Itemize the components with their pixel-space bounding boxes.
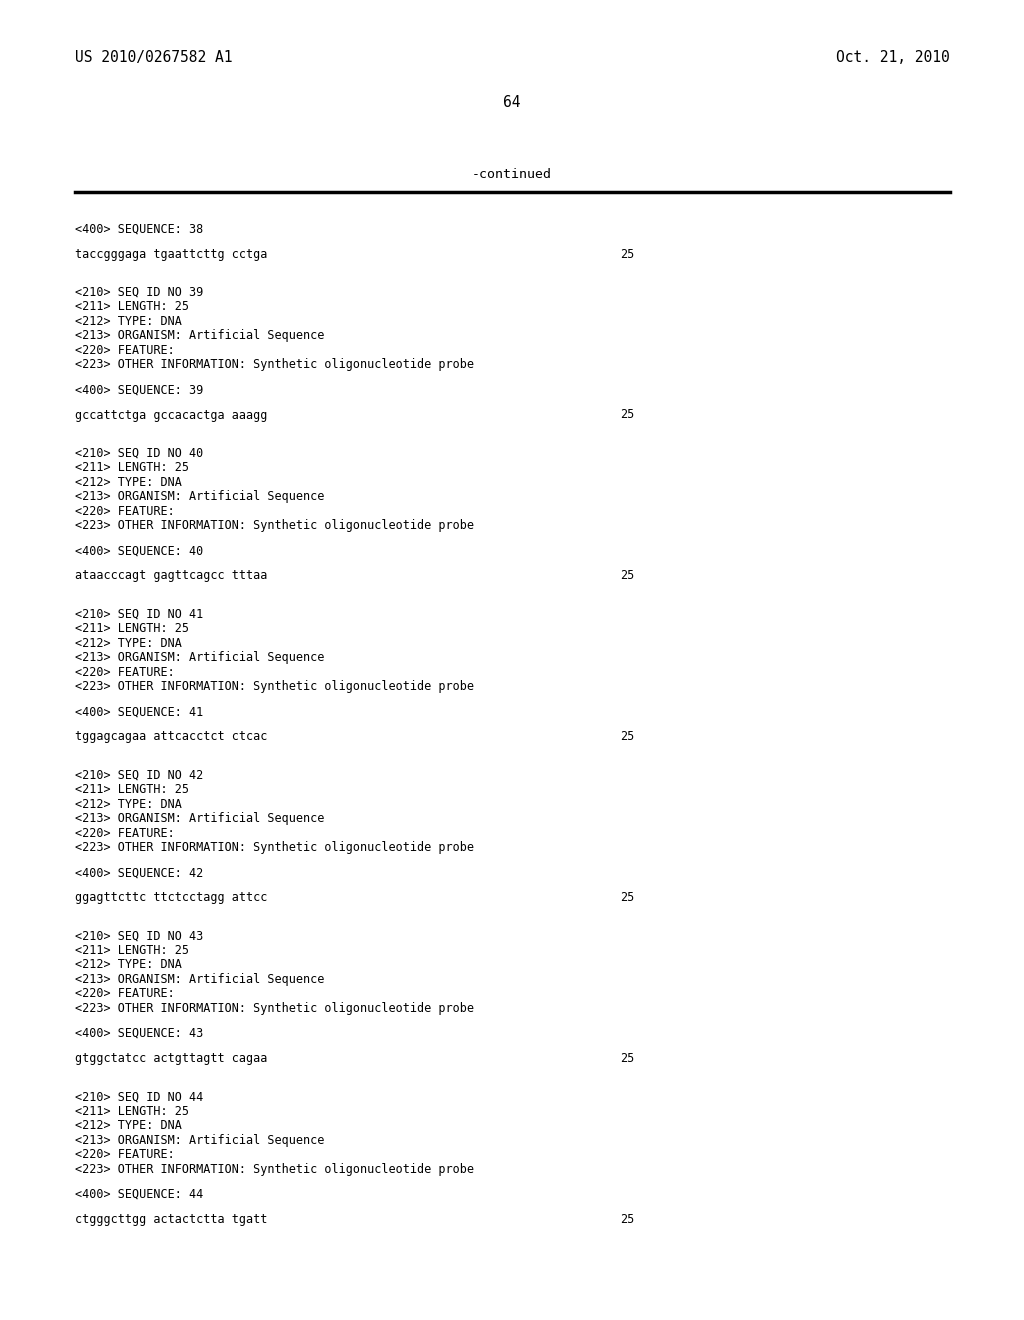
Text: <400> SEQUENCE: 42: <400> SEQUENCE: 42	[75, 866, 203, 879]
Text: <400> SEQUENCE: 44: <400> SEQUENCE: 44	[75, 1188, 203, 1201]
Text: <213> ORGANISM: Artificial Sequence: <213> ORGANISM: Artificial Sequence	[75, 812, 325, 825]
Text: 25: 25	[620, 248, 634, 260]
Text: <220> FEATURE:: <220> FEATURE:	[75, 345, 175, 356]
Text: <400> SEQUENCE: 38: <400> SEQUENCE: 38	[75, 223, 203, 235]
Text: <213> ORGANISM: Artificial Sequence: <213> ORGANISM: Artificial Sequence	[75, 973, 325, 986]
Text: Oct. 21, 2010: Oct. 21, 2010	[837, 50, 950, 65]
Text: <211> LENGTH: 25: <211> LENGTH: 25	[75, 1105, 189, 1118]
Text: <213> ORGANISM: Artificial Sequence: <213> ORGANISM: Artificial Sequence	[75, 330, 325, 342]
Text: <211> LENGTH: 25: <211> LENGTH: 25	[75, 944, 189, 957]
Text: <220> FEATURE:: <220> FEATURE:	[75, 826, 175, 840]
Text: <400> SEQUENCE: 39: <400> SEQUENCE: 39	[75, 383, 203, 396]
Text: <211> LENGTH: 25: <211> LENGTH: 25	[75, 301, 189, 313]
Text: <220> FEATURE:: <220> FEATURE:	[75, 504, 175, 517]
Text: <223> OTHER INFORMATION: Synthetic oligonucleotide probe: <223> OTHER INFORMATION: Synthetic oligo…	[75, 1163, 474, 1176]
Text: <400> SEQUENCE: 40: <400> SEQUENCE: 40	[75, 544, 203, 557]
Text: <210> SEQ ID NO 41: <210> SEQ ID NO 41	[75, 607, 203, 620]
Text: 64: 64	[503, 95, 521, 110]
Text: <223> OTHER INFORMATION: Synthetic oligonucleotide probe: <223> OTHER INFORMATION: Synthetic oligo…	[75, 358, 474, 371]
Text: <212> TYPE: DNA: <212> TYPE: DNA	[75, 475, 182, 488]
Text: <210> SEQ ID NO 43: <210> SEQ ID NO 43	[75, 929, 203, 942]
Text: <210> SEQ ID NO 44: <210> SEQ ID NO 44	[75, 1090, 203, 1104]
Text: <210> SEQ ID NO 39: <210> SEQ ID NO 39	[75, 286, 203, 298]
Text: <212> TYPE: DNA: <212> TYPE: DNA	[75, 315, 182, 327]
Text: <212> TYPE: DNA: <212> TYPE: DNA	[75, 636, 182, 649]
Text: gccattctga gccacactga aaagg: gccattctga gccacactga aaagg	[75, 408, 267, 421]
Text: tggagcagaa attcacctct ctcac: tggagcagaa attcacctct ctcac	[75, 730, 267, 743]
Text: ctgggcttgg actactctta tgatt: ctgggcttgg actactctta tgatt	[75, 1213, 267, 1226]
Text: ataacccagt gagttcagcc tttaa: ataacccagt gagttcagcc tttaa	[75, 569, 267, 582]
Text: <212> TYPE: DNA: <212> TYPE: DNA	[75, 1119, 182, 1133]
Text: 25: 25	[620, 891, 634, 904]
Text: <211> LENGTH: 25: <211> LENGTH: 25	[75, 461, 189, 474]
Text: <223> OTHER INFORMATION: Synthetic oligonucleotide probe: <223> OTHER INFORMATION: Synthetic oligo…	[75, 519, 474, 532]
Text: 25: 25	[620, 1213, 634, 1226]
Text: <400> SEQUENCE: 43: <400> SEQUENCE: 43	[75, 1027, 203, 1040]
Text: gtggctatcc actgttagtt cagaa: gtggctatcc actgttagtt cagaa	[75, 1052, 267, 1065]
Text: 25: 25	[620, 730, 634, 743]
Text: <212> TYPE: DNA: <212> TYPE: DNA	[75, 958, 182, 972]
Text: <211> LENGTH: 25: <211> LENGTH: 25	[75, 622, 189, 635]
Text: <210> SEQ ID NO 40: <210> SEQ ID NO 40	[75, 446, 203, 459]
Text: taccgggaga tgaattcttg cctga: taccgggaga tgaattcttg cctga	[75, 248, 267, 260]
Text: <213> ORGANISM: Artificial Sequence: <213> ORGANISM: Artificial Sequence	[75, 1134, 325, 1147]
Text: <220> FEATURE:: <220> FEATURE:	[75, 1148, 175, 1162]
Text: <220> FEATURE:: <220> FEATURE:	[75, 987, 175, 1001]
Text: <211> LENGTH: 25: <211> LENGTH: 25	[75, 783, 189, 796]
Text: ggagttcttc ttctcctagg attcc: ggagttcttc ttctcctagg attcc	[75, 891, 267, 904]
Text: 25: 25	[620, 408, 634, 421]
Text: <213> ORGANISM: Artificial Sequence: <213> ORGANISM: Artificial Sequence	[75, 651, 325, 664]
Text: US 2010/0267582 A1: US 2010/0267582 A1	[75, 50, 232, 65]
Text: <210> SEQ ID NO 42: <210> SEQ ID NO 42	[75, 768, 203, 781]
Text: <400> SEQUENCE: 41: <400> SEQUENCE: 41	[75, 705, 203, 718]
Text: <223> OTHER INFORMATION: Synthetic oligonucleotide probe: <223> OTHER INFORMATION: Synthetic oligo…	[75, 1002, 474, 1015]
Text: <223> OTHER INFORMATION: Synthetic oligonucleotide probe: <223> OTHER INFORMATION: Synthetic oligo…	[75, 841, 474, 854]
Text: 25: 25	[620, 1052, 634, 1065]
Text: <213> ORGANISM: Artificial Sequence: <213> ORGANISM: Artificial Sequence	[75, 490, 325, 503]
Text: <220> FEATURE:: <220> FEATURE:	[75, 665, 175, 678]
Text: -continued: -continued	[472, 168, 552, 181]
Text: <212> TYPE: DNA: <212> TYPE: DNA	[75, 797, 182, 810]
Text: 25: 25	[620, 569, 634, 582]
Text: <223> OTHER INFORMATION: Synthetic oligonucleotide probe: <223> OTHER INFORMATION: Synthetic oligo…	[75, 680, 474, 693]
